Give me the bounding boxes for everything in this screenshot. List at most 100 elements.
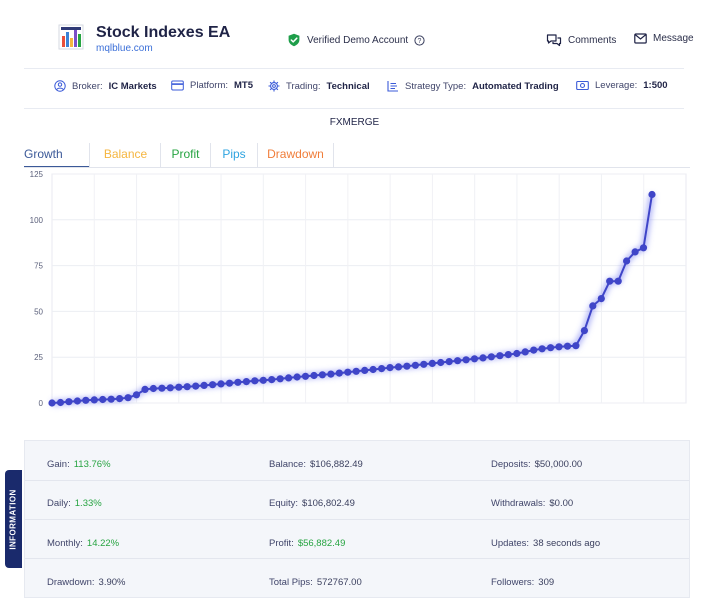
data-point[interactable] [209, 381, 217, 389]
data-point[interactable] [73, 397, 81, 405]
data-point[interactable] [183, 383, 191, 391]
data-point[interactable] [572, 342, 580, 350]
tab-separator [160, 143, 161, 167]
data-point[interactable] [285, 374, 293, 382]
data-point[interactable] [479, 354, 487, 362]
data-point[interactable] [107, 395, 115, 403]
growth-chart: 0 25 50 75 100 125 [30, 170, 687, 408]
data-point[interactable] [344, 368, 352, 376]
data-point[interactable] [437, 358, 445, 367]
data-point[interactable] [192, 382, 200, 390]
data-point[interactable] [597, 295, 605, 303]
data-point[interactable] [462, 356, 470, 364]
data-point[interactable] [386, 364, 394, 372]
tabs-underline [24, 167, 690, 168]
data-point[interactable] [259, 376, 267, 384]
data-point[interactable] [175, 383, 183, 391]
data-point[interactable] [310, 371, 318, 380]
data-point[interactable] [200, 381, 208, 389]
data-point[interactable] [276, 375, 284, 383]
data-point[interactable] [648, 190, 656, 199]
data-point[interactable] [589, 302, 597, 310]
message-button[interactable]: Message [634, 33, 694, 44]
data-point[interactable] [90, 396, 98, 404]
drawdown-stat: Drawdown: 3.90% [47, 577, 125, 588]
data-point[interactable] [99, 395, 107, 404]
data-point[interactable] [132, 391, 141, 399]
data-point[interactable] [116, 395, 124, 403]
data-point[interactable] [56, 398, 65, 407]
data-point[interactable] [82, 396, 90, 404]
data-point[interactable] [369, 365, 377, 374]
comments-label: Comments [568, 34, 617, 46]
data-point[interactable] [225, 379, 234, 387]
strategy-value: Automated Trading [472, 80, 559, 92]
data-point[interactable] [555, 343, 563, 351]
data-point[interactable] [361, 366, 369, 374]
svg-text:?: ? [418, 38, 422, 45]
information-side-tab[interactable]: INFORMATION [5, 470, 22, 568]
data-point[interactable] [521, 348, 529, 356]
equity-stat: Equity: $106,802.49 [269, 498, 355, 509]
credit-card-icon [171, 80, 184, 91]
data-point[interactable] [352, 367, 360, 375]
data-point[interactable] [547, 344, 555, 352]
data-point[interactable] [301, 372, 310, 380]
y-tick-label: 125 [30, 170, 44, 179]
data-point[interactable] [428, 359, 436, 367]
data-point[interactable] [403, 362, 411, 370]
data-point[interactable] [234, 378, 242, 386]
data-point[interactable] [124, 394, 132, 402]
data-point[interactable] [420, 360, 428, 368]
data-point[interactable] [563, 342, 572, 350]
data-point[interactable] [623, 257, 631, 265]
data-point[interactable] [580, 327, 589, 335]
y-axis: 0 25 50 75 100 125 [30, 170, 44, 408]
comments-button[interactable]: Comments [546, 33, 616, 47]
data-point[interactable] [149, 384, 157, 393]
data-point[interactable] [606, 277, 614, 285]
tab-profit[interactable]: Profit [171, 147, 200, 161]
data-point[interactable] [614, 277, 622, 285]
data-point[interactable] [504, 351, 512, 359]
data-point[interactable] [242, 378, 250, 386]
data-point[interactable] [217, 380, 225, 388]
updates-value: 38 seconds ago [533, 538, 601, 549]
y-tick-label: 75 [34, 262, 43, 271]
data-point[interactable] [530, 346, 538, 354]
tab-pips[interactable]: Pips [222, 147, 246, 161]
data-point[interactable] [251, 377, 259, 385]
tab-balance[interactable]: Balance [103, 147, 148, 161]
gear-icon [268, 80, 280, 92]
data-point[interactable] [538, 345, 546, 353]
data-point[interactable] [445, 358, 453, 366]
data-point[interactable] [631, 248, 639, 256]
data-point[interactable] [411, 361, 419, 369]
data-point[interactable] [454, 357, 462, 365]
data-point[interactable] [470, 355, 479, 363]
data-point[interactable] [513, 349, 521, 358]
data-point[interactable] [487, 353, 495, 361]
data-point[interactable] [293, 373, 301, 381]
data-point[interactable] [327, 370, 335, 378]
data-point[interactable] [268, 376, 276, 384]
data-point[interactable] [166, 384, 174, 392]
help-icon[interactable]: ? [414, 34, 425, 46]
envelope-icon [634, 33, 647, 44]
data-point[interactable] [335, 369, 343, 377]
data-point[interactable] [318, 371, 326, 379]
comments-icon [546, 34, 562, 47]
ea-website-link[interactable]: mqlblue.com [96, 43, 153, 54]
data-point[interactable] [496, 352, 504, 360]
tab-drawdown[interactable]: Drawdown [267, 147, 324, 161]
data-point[interactable] [378, 365, 386, 373]
strategy-info: Strategy Type: Automated Trading [387, 80, 559, 92]
data-point[interactable] [48, 399, 56, 407]
data-point[interactable] [141, 385, 149, 393]
data-point[interactable] [639, 244, 648, 252]
equity-label: Equity: [269, 498, 299, 509]
data-point[interactable] [158, 384, 166, 392]
data-point[interactable] [394, 363, 403, 371]
data-point[interactable] [65, 398, 73, 406]
y-tick-label: 50 [34, 307, 43, 316]
